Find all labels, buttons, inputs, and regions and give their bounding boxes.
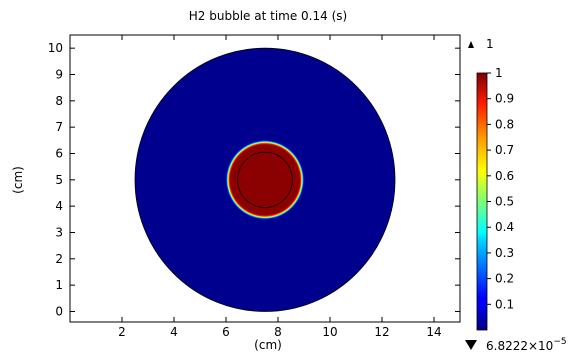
x-tick-label: 8	[274, 325, 282, 339]
y-axis-label: (cm)	[11, 166, 25, 194]
colorbar-tick-label: 0.5	[495, 195, 514, 209]
colorbar-tick-label: 0.1	[495, 297, 514, 311]
y-tick-label: 6	[55, 146, 63, 160]
x-axis-label: (cm)	[254, 338, 282, 352]
colorbar-tick-label: 0.9	[495, 92, 514, 106]
colorbar-min-mantissa: 6.8222×10	[486, 339, 553, 353]
x-tick-label: 12	[374, 325, 389, 339]
y-tick-label: 4	[55, 199, 63, 213]
x-tick-label: 2	[118, 325, 126, 339]
chart-title: H2 bubble at time 0.14 (s)	[189, 9, 347, 23]
colorbar-tick-label: 0.4	[495, 220, 514, 234]
colorbar: 0.1 0.2 0.3 0.4 0.5 0.6 0.7 0.8 0.9 1 1 6.8222×10…	[465, 37, 567, 353]
colorbar-tick-label: 1	[495, 66, 503, 80]
colorbar-min-label: 6.8222×10−5	[486, 337, 567, 353]
y-tick-label: 3	[55, 225, 63, 239]
x-tick-label: 6	[222, 325, 230, 339]
colorbar-max-label: 1	[486, 37, 494, 51]
y-tick-label: 2	[55, 252, 63, 266]
y-tick-label: 5	[55, 173, 63, 187]
colorbar-tick-label: 0.3	[495, 246, 514, 260]
x-tick-label: 4	[170, 325, 178, 339]
colorbar-min-exponent: −5	[553, 337, 566, 347]
colorbar-tick-label: 0.8	[495, 117, 514, 131]
y-tick-label: 9	[55, 67, 63, 81]
colorbar-tick-label: 0.2	[495, 272, 514, 286]
colorbar-tick-label: 0.7	[495, 143, 514, 157]
y-tick-label: 1	[55, 278, 63, 292]
max-marker-icon	[468, 41, 474, 48]
inner-contour	[237, 151, 293, 208]
x-tick-label: 14	[426, 325, 441, 339]
y-tick-label: 10	[48, 41, 63, 55]
y-axis-ticks: 0 1 2 3 4 5 6 7 8 9 10	[48, 41, 460, 318]
y-tick-label: 0	[55, 304, 63, 318]
y-tick-label: 7	[55, 120, 63, 134]
colorbar-tick-label: 0.6	[495, 169, 514, 183]
field-layer	[134, 47, 396, 312]
x-axis-ticks: 2 4 6 8 10 12 14	[118, 35, 442, 339]
colorbar-gradient	[476, 72, 488, 331]
min-marker-icon	[465, 340, 477, 350]
x-tick-label: 10	[322, 325, 337, 339]
colorbar-ticks: 0.1 0.2 0.3 0.4 0.5 0.6 0.7 0.8 0.9 1	[487, 66, 514, 311]
y-tick-label: 8	[55, 94, 63, 108]
